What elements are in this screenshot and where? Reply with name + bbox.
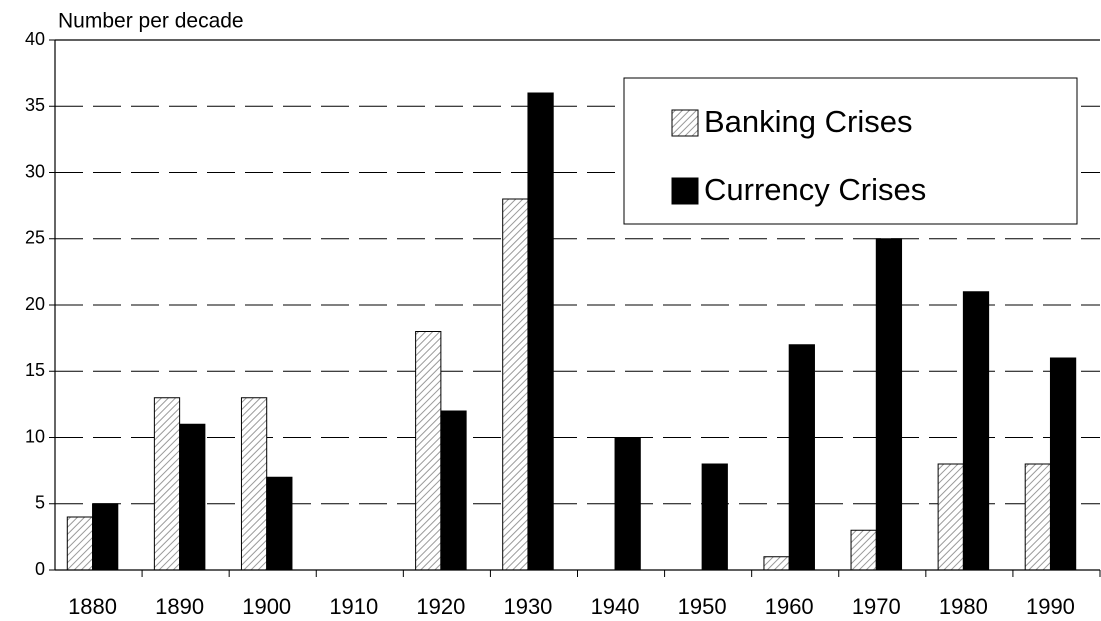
x-tick-label: 1880 — [68, 594, 117, 619]
legend-swatch — [671, 109, 699, 137]
y-tick-label: 35 — [25, 95, 45, 115]
x-tick-label: 1890 — [155, 594, 204, 619]
legend-swatch — [671, 177, 699, 205]
bar — [701, 463, 728, 571]
y-tick-label: 20 — [25, 294, 45, 314]
axes: 0 5 10 15 20 25 30 35 40 1880 1890 1900 1910 1920 1930… — [25, 29, 1101, 619]
y-tick-label: 40 — [25, 29, 45, 49]
y-tick-label: 0 — [35, 559, 45, 579]
bar — [875, 238, 903, 571]
legend-label: Currency Crises — [704, 172, 926, 207]
x-tick-label: 1980 — [939, 594, 988, 619]
bar — [763, 556, 790, 571]
x-tick-label: 1910 — [329, 594, 378, 619]
x-tick-label: 1970 — [852, 594, 901, 619]
bar — [850, 529, 877, 571]
bar — [527, 92, 554, 571]
bar — [92, 503, 119, 571]
bar — [937, 463, 964, 571]
y-tick-label: 25 — [25, 228, 45, 248]
bar — [66, 516, 94, 571]
x-tick-label: 1990 — [1026, 594, 1075, 619]
y-tick-label: 15 — [25, 360, 45, 380]
legend-label: Banking Crises — [704, 104, 912, 139]
bar — [614, 437, 641, 571]
bars — [66, 92, 1077, 571]
bar — [266, 476, 293, 571]
bar — [1024, 463, 1051, 571]
x-tick-label: 1900 — [242, 594, 291, 619]
bar — [179, 423, 206, 571]
grid — [55, 105, 1100, 505]
bar — [502, 198, 529, 571]
bar — [788, 344, 815, 571]
x-tick-label: 1950 — [678, 594, 727, 619]
x-tick-label: 1930 — [503, 594, 552, 619]
legend-box — [623, 77, 1078, 225]
bar — [153, 397, 181, 571]
x-tick-label: 1920 — [416, 594, 465, 619]
bar — [1049, 357, 1077, 571]
bar — [962, 291, 990, 571]
y-tick-label: 30 — [25, 161, 45, 181]
bar — [440, 410, 467, 571]
y-tick-label: 10 — [25, 426, 45, 446]
x-tick-label: 1940 — [591, 594, 640, 619]
bar — [415, 331, 442, 571]
bar — [240, 397, 268, 571]
y-axis-label: Number per decade — [58, 10, 244, 33]
legend: Banking Crises Currency Crises — [623, 77, 1078, 225]
y-tick-label: 5 — [35, 493, 45, 513]
x-tick-label: 1960 — [765, 594, 814, 619]
